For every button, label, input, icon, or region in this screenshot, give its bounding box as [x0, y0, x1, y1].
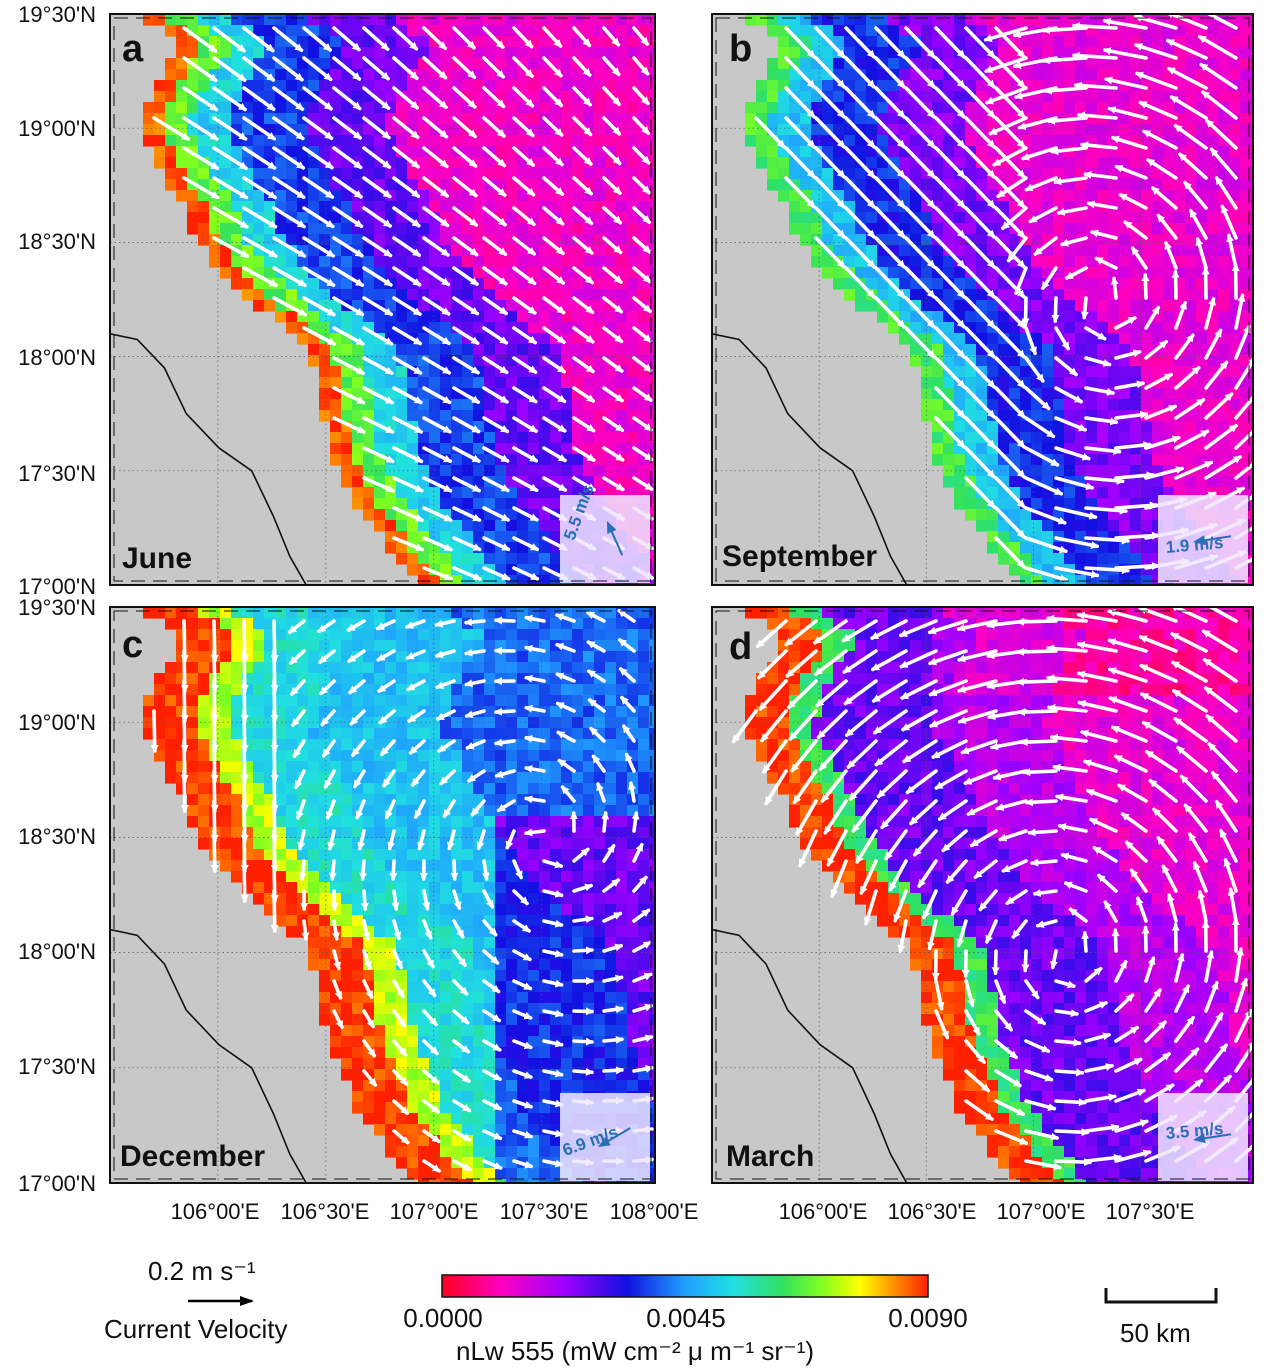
- panel-letter-d: d: [729, 626, 753, 668]
- map-panel-c: [110, 607, 655, 1183]
- panel-frame: [711, 13, 1254, 586]
- panel-frame: [711, 606, 1254, 1184]
- lon-label: 107°00'E: [996, 1199, 1086, 1224]
- lat-label: 18°30'N: [18, 229, 96, 254]
- lon-label: 107°00'E: [389, 1199, 479, 1224]
- scale-bar-label: 50 km: [1120, 1318, 1191, 1348]
- lat-label: 19°00'N: [18, 116, 96, 141]
- lon-label: 106°00'E: [778, 1199, 868, 1224]
- velocity-value: 0.2 m s⁻¹: [148, 1256, 256, 1286]
- lat-label: 17°30'N: [18, 1054, 96, 1079]
- colorbar-label: nLw 555 (mW cm⁻² μ m⁻¹ sr⁻¹): [456, 1336, 815, 1366]
- lat-label: 17°30'N: [18, 461, 96, 486]
- panel-frame: [109, 606, 656, 1184]
- lon-label: 106°00'E: [170, 1199, 260, 1224]
- lon-label: 108°00'E: [609, 1199, 699, 1224]
- province-border: [110, 928, 307, 1183]
- map-panel-b: [712, 14, 1253, 585]
- colorbar-tick-mid: 0.0045: [646, 1303, 726, 1333]
- colorbar-tick-min: 0.0000: [403, 1303, 483, 1333]
- lon-label: 106°30'E: [280, 1199, 370, 1224]
- panel-month-b: September: [722, 540, 878, 573]
- wind-box: [560, 495, 650, 583]
- lat-label: 19°30'N: [18, 2, 96, 27]
- panel-letter-c: c: [122, 624, 144, 666]
- current-vectors: [152, 26, 655, 581]
- current-vectors: [731, 607, 1253, 1171]
- map-panel-a: [110, 14, 655, 585]
- current-vectors: [150, 608, 654, 1173]
- lat-label: 19°00'N: [18, 710, 96, 735]
- panel-month-c: December: [120, 1140, 266, 1173]
- panel-frame: [109, 13, 656, 586]
- lat-label: 17°00'N: [18, 574, 96, 599]
- lon-label: 107°30'E: [1105, 1199, 1195, 1224]
- panel-letter-a: a: [122, 28, 144, 70]
- colorbar-tick-max: 0.0090: [888, 1303, 968, 1333]
- graticule: [110, 607, 655, 1183]
- wind-arrow: [597, 1127, 631, 1148]
- lat-label: 18°30'N: [18, 824, 96, 849]
- wind-arrow: [1193, 1133, 1232, 1144]
- lat-label: 18°00'N: [18, 939, 96, 964]
- province-border: [712, 332, 908, 585]
- province-border: [110, 332, 307, 585]
- velocity-label: Current Velocity: [104, 1314, 288, 1344]
- map-panel-d: [712, 607, 1253, 1183]
- panel-month-d: March: [726, 1140, 815, 1173]
- lon-label: 107°30'E: [499, 1199, 589, 1224]
- lat-label: 18°00'N: [18, 345, 96, 370]
- province-border: [712, 928, 908, 1183]
- lon-label: 106°30'E: [887, 1199, 977, 1224]
- lat-label: 17°00'N: [18, 1171, 96, 1196]
- panel-letter-b: b: [729, 28, 753, 70]
- wind-arrow: [606, 520, 624, 556]
- lat-label: 19°30'N: [18, 595, 96, 620]
- scale-bar: [1104, 1288, 1218, 1304]
- wind-arrow: [1193, 535, 1232, 546]
- colorbar: [441, 1274, 929, 1298]
- panel-month-a: June: [122, 542, 193, 575]
